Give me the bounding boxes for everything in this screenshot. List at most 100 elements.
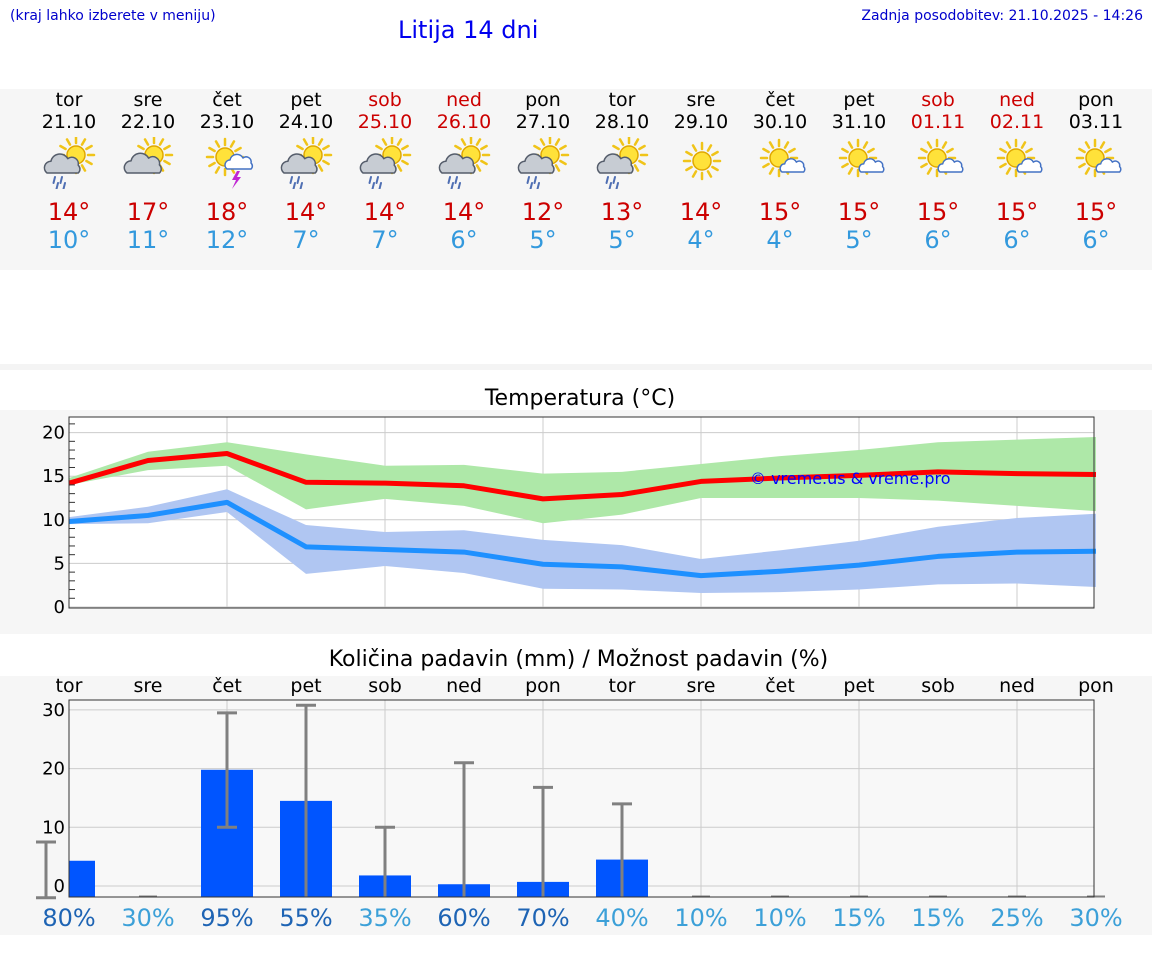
forecast-day: pet 24.10 14° 7° <box>267 89 346 259</box>
sun-cloud-rain-icon <box>438 137 490 189</box>
y-tick-label: 10 <box>42 510 65 531</box>
y-tick-label: 20 <box>42 423 65 444</box>
sun-small-cloud-icon <box>1075 138 1122 178</box>
max-temperature: 13° <box>600 198 644 226</box>
precip-day-label: sre <box>686 675 716 697</box>
max-temperature: 15° <box>758 198 802 226</box>
precipitation-range <box>217 711 237 829</box>
day-date: 23.10 <box>199 111 255 133</box>
precip-day-label: ned <box>999 675 1035 697</box>
precip-day-label: tor <box>55 675 83 697</box>
precipitation-probability: 70% <box>516 904 570 932</box>
day-name: tor <box>55 89 83 111</box>
day-date: 29.10 <box>673 111 729 133</box>
precipitation-probability: 80% <box>42 904 96 932</box>
min-temperature: 5° <box>845 226 873 254</box>
precipitation-range <box>36 840 56 900</box>
day-name: pon <box>1078 89 1114 111</box>
forecast-day: sob 25.10 14° 7° <box>346 89 425 259</box>
precipitation-probability: 40% <box>595 904 649 932</box>
precipitation-probability: 30% <box>1069 904 1123 932</box>
min-temperature: 5° <box>608 226 636 254</box>
y-tick-label: 10 <box>42 817 65 838</box>
forecast-day: sre 22.10 17° 11° <box>109 89 188 259</box>
precip-day-label: ned <box>446 675 482 697</box>
precip-day-label: pet <box>290 675 322 697</box>
day-name: sre <box>133 89 163 111</box>
forecast-day: pet 31.10 15° 5° <box>820 89 899 259</box>
min-temperature-line <box>68 499 1097 579</box>
day-date: 31.10 <box>831 111 887 133</box>
precip-day-label: sob <box>368 675 402 697</box>
sun-cloud-icon <box>123 137 173 175</box>
watermark: © vreme.us & vreme.pro <box>750 469 951 488</box>
day-name: pet <box>843 89 875 111</box>
forecast-day: ned 26.10 14° 6° <box>425 89 504 259</box>
last-updated: Zadnja posodobitev: 21.10.2025 - 14:26 <box>861 8 1143 24</box>
day-name: ned <box>999 89 1035 111</box>
divider <box>0 364 1152 370</box>
precipitation-range <box>612 802 632 897</box>
min-temperature: 4° <box>687 226 715 254</box>
temperature-chart: 0 5 10 15 20 © vreme.us & vreme.pro <box>42 416 1097 618</box>
day-date: 03.11 <box>1068 111 1124 133</box>
precip-day-label: pon <box>525 675 561 697</box>
day-name: ned <box>446 89 482 111</box>
sun-cloud-rain-icon <box>359 137 411 189</box>
min-temperature: 7° <box>371 226 399 254</box>
precip-day-label: pet <box>843 675 875 697</box>
precipitation-probability: 60% <box>437 904 491 932</box>
precipitation-probability: 10% <box>674 904 728 932</box>
forecast-strip <box>0 89 1152 270</box>
precip-day-label: čet <box>765 675 795 697</box>
forecast-day: tor 21.10 14° 10° <box>30 89 109 259</box>
sun-cloud-rain-icon <box>517 137 569 189</box>
day-name: čet <box>765 89 795 111</box>
day-date: 26.10 <box>436 111 492 133</box>
max-temperature: 14° <box>47 198 91 226</box>
max-temperature: 12° <box>521 198 565 226</box>
precipitation-probability: 30% <box>121 904 175 932</box>
forecast-day: čet 23.10 18° 12° <box>188 89 267 259</box>
sun-small-cloud-icon <box>996 138 1043 178</box>
precipitation-range <box>296 703 316 897</box>
min-temperature: 6° <box>924 226 952 254</box>
min-temperature: 10° <box>47 226 91 254</box>
precipitation-range <box>454 761 474 897</box>
max-temperature: 15° <box>1074 198 1118 226</box>
precipitation-probability: 15% <box>832 904 886 932</box>
y-tick-label: 0 <box>54 597 65 618</box>
day-date: 22.10 <box>120 111 176 133</box>
min-temperature: 6° <box>1003 226 1031 254</box>
day-name: pet <box>290 89 322 111</box>
day-name: čet <box>212 89 242 111</box>
sun-small-cloud-icon <box>838 138 885 178</box>
day-date: 24.10 <box>278 111 334 133</box>
sun-cloud-rain-icon <box>280 137 332 189</box>
forecast-day: sob 01.11 15° 6° <box>899 89 978 259</box>
max-temperature: 18° <box>205 198 249 226</box>
max-temperature: 14° <box>679 198 723 226</box>
day-date: 27.10 <box>515 111 571 133</box>
min-temperature: 6° <box>1082 226 1110 254</box>
day-date: 25.10 <box>357 111 413 133</box>
max-temperature: 14° <box>284 198 328 226</box>
min-temperature: 11° <box>126 226 170 254</box>
y-tick-label: 15 <box>42 466 65 487</box>
day-date: 30.10 <box>752 111 808 133</box>
day-name: sre <box>686 89 716 111</box>
sun-cloud-rain-icon <box>596 137 648 189</box>
max-temperature-line <box>68 451 1097 502</box>
precipitation-chart-title: Količina padavin (mm) / Možnost padavin … <box>328 647 829 672</box>
max-temperature-range <box>69 436 1096 524</box>
precipitation-chart: 0 10 20 30 <box>36 699 1105 900</box>
day-date: 21.10 <box>41 111 97 133</box>
day-date: 02.11 <box>989 111 1045 133</box>
precipitation-probability: 95% <box>200 904 254 932</box>
precipitation-bar <box>69 860 95 897</box>
day-date: 01.11 <box>910 111 966 133</box>
forecast-day: pon 03.11 15° 6° <box>1057 89 1136 259</box>
max-temperature: 15° <box>837 198 881 226</box>
y-tick-label: 30 <box>42 700 65 721</box>
precip-day-label: čet <box>212 675 242 697</box>
